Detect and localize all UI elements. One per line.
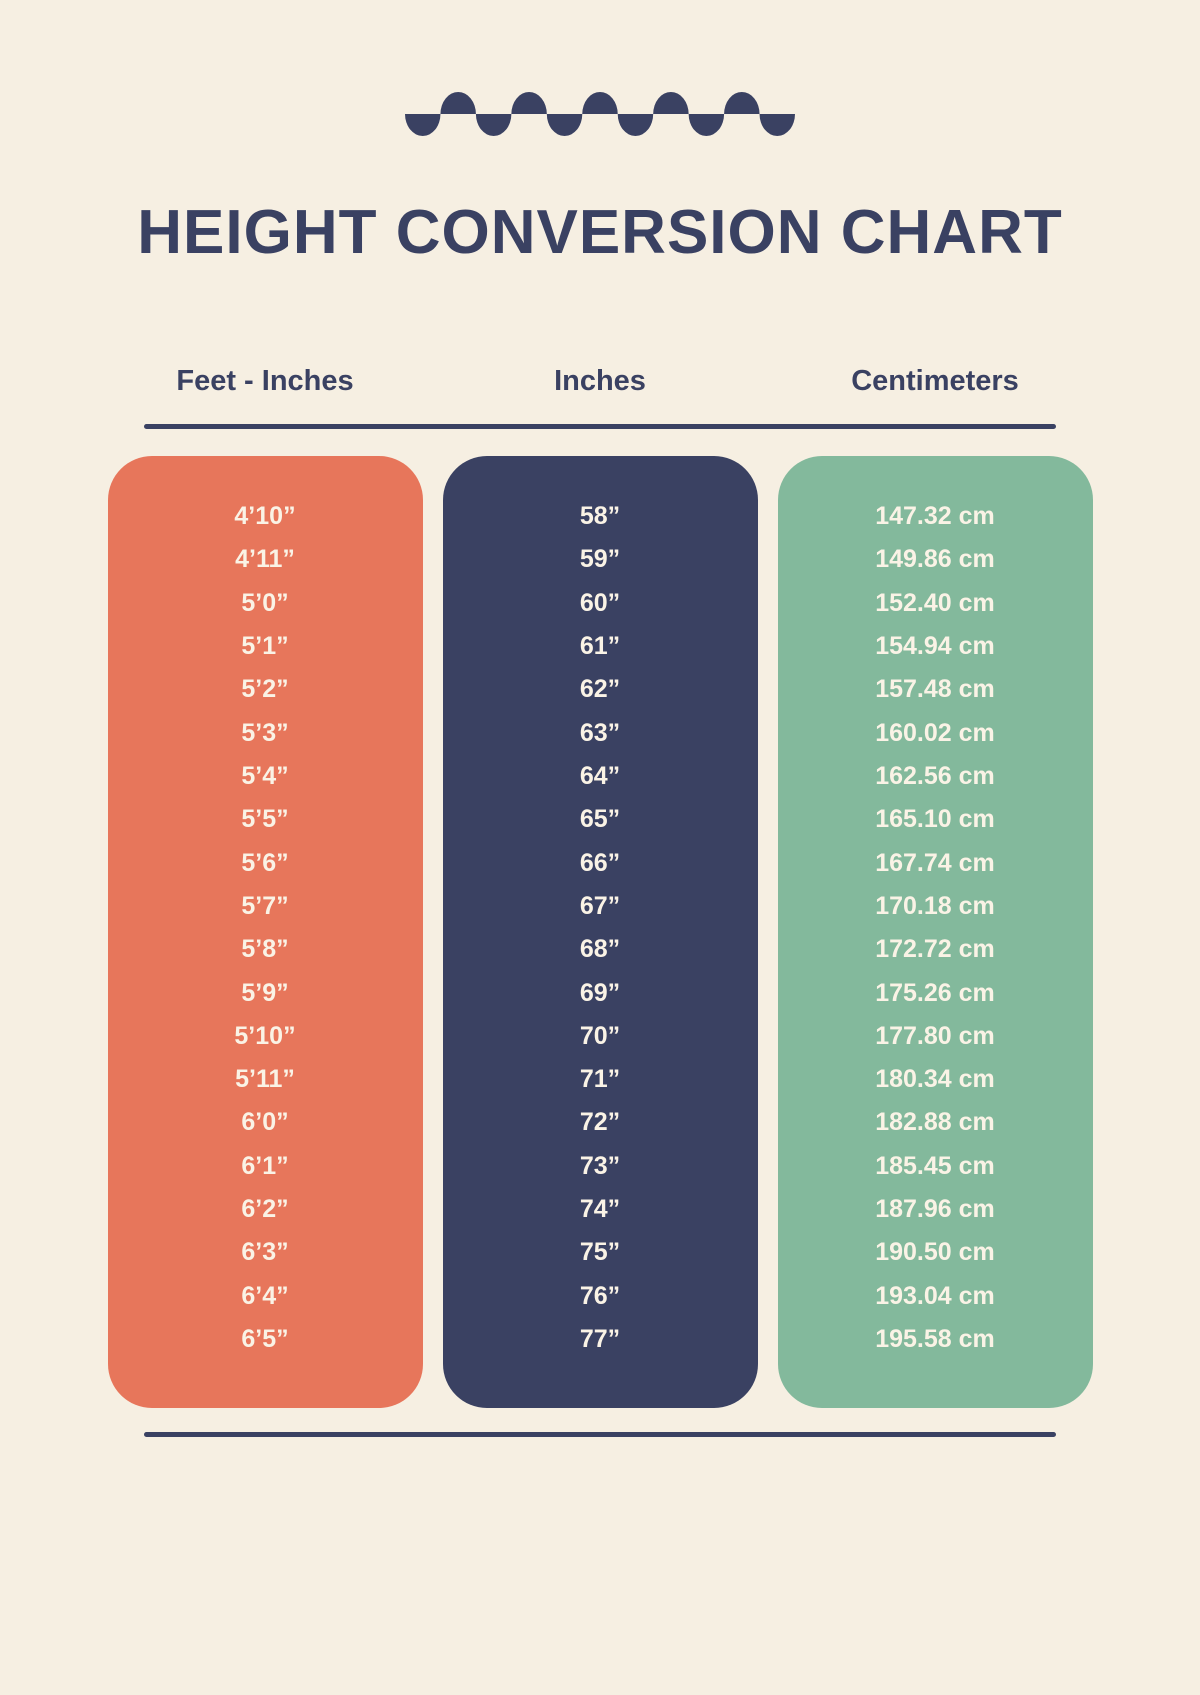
table-cell: 165.10 cm (875, 805, 995, 834)
table-cell: 5’8” (241, 935, 289, 964)
table-cell: 177.80 cm (875, 1021, 995, 1050)
column-header-centimeters: Centimeters (851, 365, 1019, 398)
table-cell: 64” (579, 761, 621, 790)
table-cell: 65” (579, 805, 621, 834)
table-cell: 152.40 cm (875, 588, 995, 617)
conversion-table: 4’10” 4’11” 5’0” 5’1” 5’2” 5’3” 5’4” 5’5” 5’6” 5’… (107, 456, 1093, 1409)
table-cell: 195.58 cm (875, 1325, 995, 1354)
bottom-divider (144, 1432, 1056, 1438)
table-cell: 5’11” (235, 1065, 295, 1094)
table-cell: 77” (579, 1325, 621, 1354)
column-header-inches: Inches (554, 365, 646, 398)
feet-inches-column: 4’10” 4’11” 5’0” 5’1” 5’2” 5’3” 5’4” 5’5” 5’6” 5’… (107, 456, 423, 1409)
table-cell: 6’5” (241, 1325, 289, 1354)
table-cell: 6’0” (241, 1108, 289, 1137)
table-cell: 71” (579, 1065, 621, 1094)
table-cell: 72” (579, 1108, 621, 1137)
table-cell: 5’7” (241, 891, 289, 920)
table-cell: 4’10” (234, 502, 296, 531)
header-divider (144, 424, 1056, 430)
table-cell: 6’3” (241, 1238, 289, 1267)
table-cell: 60” (579, 588, 621, 617)
table-cell: 5’3” (241, 718, 289, 747)
table-cell: 67” (579, 891, 621, 920)
table-cell: 193.04 cm (875, 1281, 995, 1310)
table-cell: 76” (579, 1281, 621, 1310)
table-cell: 5’6” (241, 848, 289, 877)
table-cell: 5’2” (241, 675, 289, 704)
table-cell: 63” (579, 718, 621, 747)
column-header-feet-inches: Feet - Inches (176, 365, 354, 398)
table-cell: 5’1” (241, 632, 289, 661)
table-cell: 68” (579, 935, 621, 964)
table-cell: 147.32 cm (875, 502, 995, 531)
table-cell: 149.86 cm (875, 545, 995, 574)
table-cell: 162.56 cm (875, 761, 995, 790)
inches-column: 58” 59” 60” 61” 62” 63” 64” 65” 66” 67” 68” 69” 70” 7… (442, 456, 758, 1409)
table-cell: 180.34 cm (875, 1065, 995, 1094)
table-cell: 5’9” (241, 978, 289, 1007)
table-cell: 58” (579, 502, 621, 531)
centimeters-column: 147.32 cm 149.86 cm 152.40 cm 154.94 cm 157.… (777, 456, 1093, 1409)
table-cell: 170.18 cm (875, 891, 995, 920)
table-cell: 187.96 cm (875, 1195, 995, 1224)
wave-decoration-icon (405, 92, 795, 136)
table-cell: 5’10” (234, 1021, 296, 1050)
table-cell: 61” (579, 632, 621, 661)
table-cell: 185.45 cm (875, 1151, 995, 1180)
table-cell: 5’4” (241, 761, 289, 790)
table-cell: 160.02 cm (875, 718, 995, 747)
table-cell: 69” (579, 978, 621, 1007)
table-cell: 167.74 cm (875, 848, 995, 877)
table-cell: 157.48 cm (875, 675, 995, 704)
table-cell: 74” (579, 1195, 621, 1224)
table-cell: 70” (579, 1021, 621, 1050)
page-title: HEIGHT CONVERSION CHART (137, 198, 1063, 267)
table-cell: 73” (579, 1151, 621, 1180)
table-cell: 5’5” (241, 805, 289, 834)
table-cell: 190.50 cm (875, 1238, 995, 1267)
table-cell: 59” (579, 545, 621, 574)
table-cell: 172.72 cm (875, 935, 995, 964)
table-cell: 4’11” (235, 545, 295, 574)
table-cell: 66” (579, 848, 621, 877)
table-cell: 154.94 cm (875, 632, 995, 661)
table-cell: 175.26 cm (875, 978, 995, 1007)
column-headers: Feet - Inches Inches Centimeters (108, 365, 1093, 398)
table-cell: 182.88 cm (875, 1108, 995, 1137)
table-cell: 75” (579, 1238, 621, 1267)
table-cell: 5’0” (241, 588, 289, 617)
table-cell: 6’2” (241, 1195, 289, 1224)
table-cell: 6’4” (241, 1281, 289, 1310)
table-cell: 62” (579, 675, 621, 704)
table-cell: 6’1” (241, 1151, 289, 1180)
